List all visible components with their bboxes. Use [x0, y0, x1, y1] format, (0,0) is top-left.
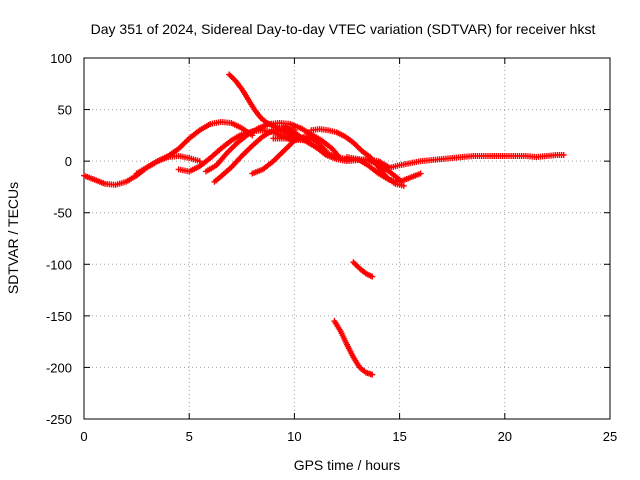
series-arc-12: [379, 151, 567, 173]
x-tick-label: 15: [392, 429, 406, 444]
series-arc-14: [331, 318, 376, 378]
y-axis-label: SDTVAR / TECUs: [5, 182, 21, 294]
series-arc-2: [133, 118, 256, 177]
data-point-marker: [417, 170, 424, 177]
x-tick-label: 0: [80, 429, 87, 444]
y-tick-label: 0: [65, 154, 72, 169]
data-point-marker: [560, 151, 567, 158]
axis-ticks: 0 5 10 15 20 25 -250 -200 -150 -100 -50 0 50 100: [46, 51, 617, 444]
y-tick-label: -50: [53, 206, 72, 221]
y-tick-label: -150: [46, 309, 72, 324]
series-arc-11: [344, 154, 424, 185]
data-layer: [81, 71, 567, 378]
y-tick-label: -100: [46, 257, 72, 272]
plot-frame: [83, 57, 611, 420]
y-tick-label: 50: [58, 103, 72, 118]
x-tick-label: 25: [603, 429, 617, 444]
y-tick-label: -250: [46, 412, 72, 427]
data-point-marker: [369, 273, 376, 280]
data-point-marker: [400, 182, 407, 189]
y-tick-label: -200: [46, 360, 72, 375]
x-tick-label: 10: [287, 429, 301, 444]
x-axis-label: GPS time / hours: [294, 457, 401, 473]
y-tick-label: 100: [50, 51, 72, 66]
x-tick-label: 20: [498, 429, 512, 444]
data-point-marker: [369, 371, 376, 378]
data-point-marker: [196, 158, 203, 165]
series-arc-13: [350, 259, 376, 280]
grid: [84, 58, 610, 419]
chart-title: Day 351 of 2024, Sidereal Day-to-day VTE…: [91, 21, 596, 37]
x-tick-label: 5: [186, 429, 193, 444]
